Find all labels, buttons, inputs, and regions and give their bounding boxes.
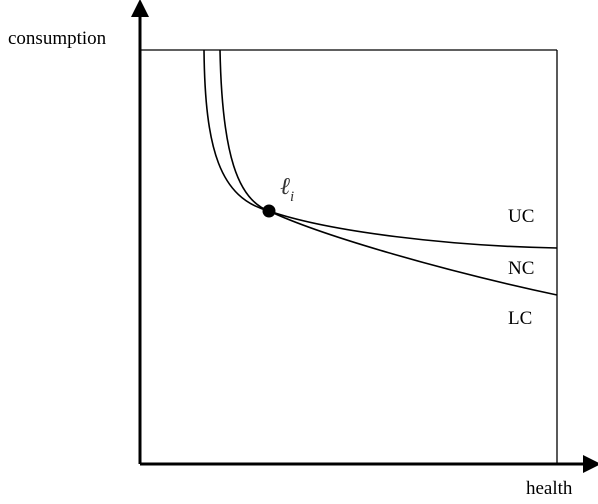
point bbox=[262, 204, 276, 218]
curve-label: NC bbox=[508, 258, 534, 279]
y-axis-label: consumption bbox=[8, 28, 107, 49]
curve-label: UC bbox=[508, 206, 534, 227]
point-subscript: i bbox=[290, 189, 294, 205]
curve-label: LC bbox=[508, 308, 532, 329]
point-label: ℓ bbox=[280, 174, 290, 200]
x-axis-label: health bbox=[526, 478, 573, 499]
curve-uc bbox=[203, 49, 558, 249]
curve-lc bbox=[219, 49, 558, 296]
